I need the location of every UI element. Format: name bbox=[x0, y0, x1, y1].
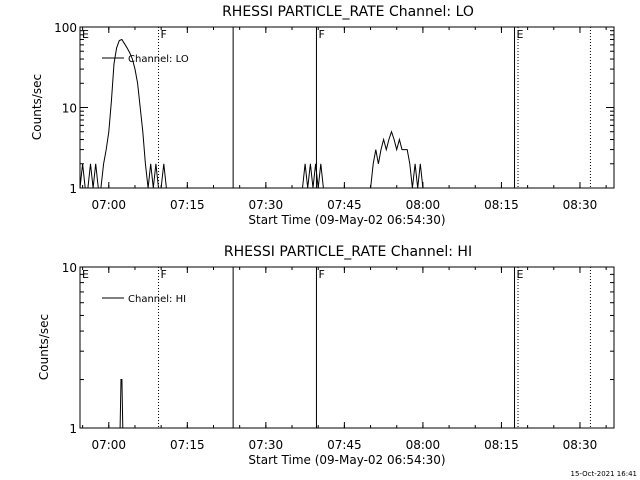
axis-ticks-hi: 07:00 07:15 07:30 07:45 08:00 08:15 08:30 1 10 bbox=[62, 261, 614, 452]
x-tick-label: 08:00 bbox=[406, 198, 441, 212]
event-marker-label: F bbox=[161, 268, 167, 281]
x-tick-label: 08:15 bbox=[484, 198, 519, 212]
legend-label-hi: Channel: HI bbox=[128, 294, 186, 305]
x-tick-label: 07:00 bbox=[91, 198, 126, 212]
series-line bbox=[119, 379, 124, 429]
hi-channel-panel: RHESSI PARTICLE_RATE Channel: HI Counts/… bbox=[37, 244, 615, 467]
x-tick-label: 08:30 bbox=[563, 438, 598, 452]
event-marker-label: F bbox=[318, 268, 324, 281]
x-tick-label: 07:15 bbox=[170, 438, 205, 452]
event-marker-label: E bbox=[517, 268, 524, 281]
event-marker-label: F bbox=[161, 28, 167, 41]
plot-frame-hi bbox=[79, 266, 615, 429]
footer-timestamp: 15-Oct-2021 16:41 bbox=[571, 470, 637, 478]
chart-title-hi: RHESSI PARTICLE_RATE Channel: HI bbox=[224, 244, 472, 260]
series-hi bbox=[119, 379, 124, 429]
x-tick-label: 07:45 bbox=[327, 198, 362, 212]
series-line bbox=[79, 38, 424, 189]
event-marker-label: E bbox=[82, 28, 89, 41]
axis-ticks-lo: 07:00 07:15 07:30 07:45 08:00 08:15 08:30 1 10 10… bbox=[54, 21, 614, 212]
y-tick-label: 1 bbox=[69, 182, 77, 196]
lo-channel-panel: RHESSI PARTICLE_RATE Channel: LO Counts/… bbox=[30, 4, 615, 227]
plot-frame-lo bbox=[79, 26, 615, 189]
x-tick-label: 07:30 bbox=[249, 438, 284, 452]
y-tick-label: 10 bbox=[62, 102, 77, 116]
x-axis-label-lo: Start Time (09-May-02 06:54:30) bbox=[248, 213, 445, 227]
chart-title-lo: RHESSI PARTICLE_RATE Channel: LO bbox=[222, 4, 474, 20]
y-tick-label: 1 bbox=[69, 422, 77, 436]
event-marker-label: E bbox=[517, 28, 524, 41]
x-tick-label: 08:15 bbox=[484, 438, 519, 452]
y-axis-label-lo: Counts/sec bbox=[30, 74, 44, 140]
y-tick-label: 100 bbox=[54, 21, 77, 35]
legend-label-lo: Channel: LO bbox=[128, 54, 189, 65]
event-marker-label: F bbox=[318, 28, 324, 41]
x-tick-label: 08:30 bbox=[563, 198, 598, 212]
event-marker-label: E bbox=[82, 268, 89, 281]
x-axis-label-hi: Start Time (09-May-02 06:54:30) bbox=[248, 453, 445, 467]
x-tick-label: 07:45 bbox=[327, 438, 362, 452]
x-tick-label: 07:00 bbox=[91, 438, 126, 452]
x-tick-label: 07:30 bbox=[249, 198, 284, 212]
x-tick-label: 08:00 bbox=[406, 438, 441, 452]
x-tick-label: 07:15 bbox=[170, 198, 205, 212]
y-axis-label-hi: Counts/sec bbox=[37, 314, 51, 380]
y-tick-label: 10 bbox=[62, 261, 77, 275]
series-lo bbox=[79, 38, 424, 189]
